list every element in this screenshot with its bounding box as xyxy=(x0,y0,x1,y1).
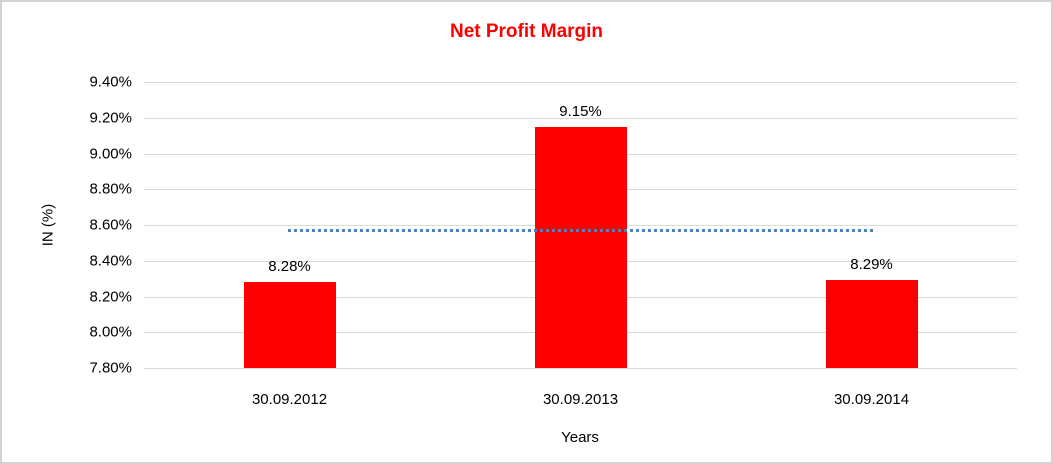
x-tick-label: 30.09.2014 xyxy=(833,391,910,408)
y-tick-label: 8.00% xyxy=(89,323,132,341)
y-axis-title: IN (%) xyxy=(39,203,57,247)
y-tick-label: 7.80% xyxy=(89,359,132,377)
y-tick-label: 8.60% xyxy=(89,216,132,234)
data-label: 9.15% xyxy=(559,102,602,120)
x-tick-label: 30.09.2012 xyxy=(251,391,328,408)
y-tick-label: 9.20% xyxy=(89,109,132,127)
y-tick-label: 9.40% xyxy=(89,73,132,91)
y-tick-label: 9.00% xyxy=(89,145,132,162)
data-label: 8.29% xyxy=(850,256,893,274)
trendline xyxy=(287,229,874,233)
x-axis-title: Years xyxy=(561,429,599,446)
y-tick-label: 8.80% xyxy=(89,180,132,198)
chart-title: Net Profit Margin xyxy=(449,21,604,42)
y-tick-label: 8.20% xyxy=(89,288,132,305)
gridline xyxy=(144,117,1017,119)
gridline xyxy=(144,82,1017,83)
gridline xyxy=(144,368,1017,369)
data-label: 8.28% xyxy=(268,258,311,276)
y-tick-label: 8.40% xyxy=(89,252,132,270)
bar-30.09.2014 xyxy=(825,280,918,368)
bar-30.09.2012 xyxy=(243,282,336,368)
x-tick-label: 30.09.2013 xyxy=(542,391,619,408)
bar-30.09.2013 xyxy=(534,126,627,368)
